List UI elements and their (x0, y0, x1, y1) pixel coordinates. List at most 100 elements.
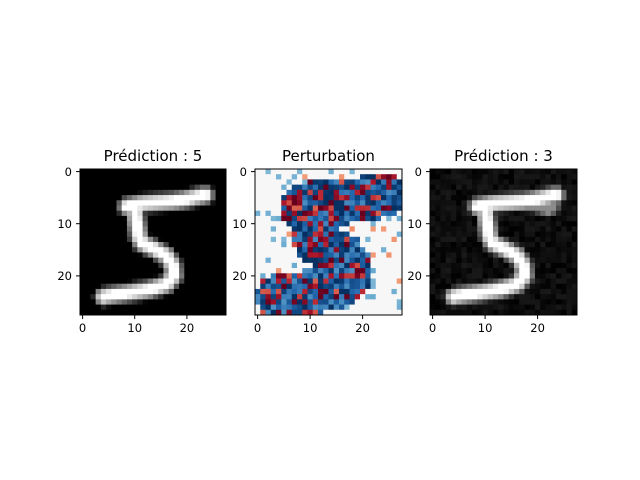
pixel-cell (126, 273, 133, 279)
pixel-cell (184, 205, 190, 212)
pixel-cell (396, 252, 402, 259)
pixel-cell (456, 247, 462, 253)
pixel-cell (126, 242, 133, 248)
pixel-cell (477, 195, 483, 201)
pixel-cell (386, 268, 392, 274)
pixel-cell (307, 200, 314, 206)
pixel-cell (312, 210, 319, 217)
pixel-cell (158, 299, 164, 305)
pixel-cell (307, 189, 314, 196)
pixel-cell (291, 242, 298, 248)
pixel-cell (370, 200, 377, 206)
pixel-cell (487, 221, 494, 227)
pixel-cell (199, 262, 206, 269)
pixel-cell (179, 252, 185, 259)
pixel-cell (90, 231, 97, 238)
pixel-cell (85, 200, 91, 206)
pixel-cell (508, 288, 515, 295)
pixel-cell (344, 179, 350, 186)
pixel-cell (307, 299, 314, 305)
pixel-cell (487, 262, 494, 269)
pixel-cell (349, 184, 356, 191)
image-cells (255, 169, 402, 315)
pixel-cell (205, 273, 211, 279)
pixel-cell (297, 268, 303, 274)
pixel-cell (354, 231, 361, 238)
pixel-cell (493, 174, 499, 180)
pixel-cell (482, 278, 489, 285)
pixel-cell (535, 309, 541, 315)
pixel-cell (220, 299, 226, 305)
pixel-cell (323, 231, 329, 238)
pixel-cell (215, 195, 222, 201)
pixel-cell (153, 236, 159, 243)
pixel-cell (153, 195, 159, 201)
pixel-cell (339, 236, 345, 243)
pixel-cell (498, 215, 504, 222)
pixel-cell (386, 189, 392, 196)
pixel-cell (435, 262, 441, 269)
pixel-cell (375, 221, 382, 227)
panel-adversarial: Prédiction : 3 0 10 20 0 10 20 (407, 147, 578, 335)
pixel-cell (199, 273, 206, 279)
pixel-cell (487, 226, 494, 232)
pixel-cell (121, 262, 128, 269)
pixel-cell (440, 195, 447, 201)
pixel-cell (550, 273, 557, 279)
pixel-cell (451, 304, 457, 311)
pixel-cell (318, 200, 324, 206)
pixel-cell (173, 169, 180, 175)
pixel-cell (519, 257, 525, 264)
pixel-cell (519, 205, 525, 212)
pixel-cell (535, 252, 541, 259)
pixel-cell (147, 200, 154, 206)
pixel-cell (90, 309, 97, 315)
pixel-cell (210, 189, 216, 196)
pixel-cell (529, 231, 536, 238)
pixel-cell (265, 174, 272, 180)
pixel-cell (365, 226, 371, 232)
pixel-cell (545, 288, 552, 295)
pixel-cell (173, 195, 180, 201)
pixel-cell (297, 242, 303, 248)
pixel-cell (461, 205, 468, 212)
pixel-cell (344, 262, 350, 269)
pixel-cell (116, 236, 123, 243)
pixel-cell (220, 247, 226, 253)
pixel-cell (312, 226, 319, 232)
pixel-cell (205, 169, 211, 175)
pixel-cell (80, 257, 86, 264)
pixel-cell (566, 236, 573, 243)
pixel-cell (184, 294, 190, 300)
pixel-cell (508, 221, 515, 227)
pixel-cell (312, 174, 319, 180)
pixel-cell (265, 242, 272, 248)
pixel-cell (173, 262, 180, 269)
pixel-cell (386, 195, 392, 201)
pixel-cell (519, 309, 525, 315)
pixel-cell (281, 226, 287, 232)
pixel-cell (318, 189, 324, 196)
pixel-cell (220, 195, 226, 201)
pixel-cell (566, 252, 573, 259)
pixel-cell (173, 236, 180, 243)
pixel-cell (158, 304, 164, 311)
pixel-cell (158, 273, 164, 279)
pixel-cell (482, 299, 489, 305)
pixel-cell (391, 179, 398, 186)
pixel-cell (210, 226, 216, 232)
pixel-cell (142, 231, 149, 238)
pixel-cell (550, 262, 557, 269)
pixel-cell (435, 221, 441, 227)
pixel-cell (524, 200, 531, 206)
pixel-cell (286, 169, 293, 175)
pixel-cell (381, 221, 387, 227)
pixel-cell (286, 179, 293, 186)
pixel-cell (561, 294, 567, 300)
pixel-cell (339, 309, 345, 315)
pixel-cell (328, 309, 335, 315)
pixel-cell (451, 221, 457, 227)
pixel-cell (360, 288, 366, 295)
pixel-cell (375, 283, 382, 290)
pixel-cell (445, 189, 452, 196)
